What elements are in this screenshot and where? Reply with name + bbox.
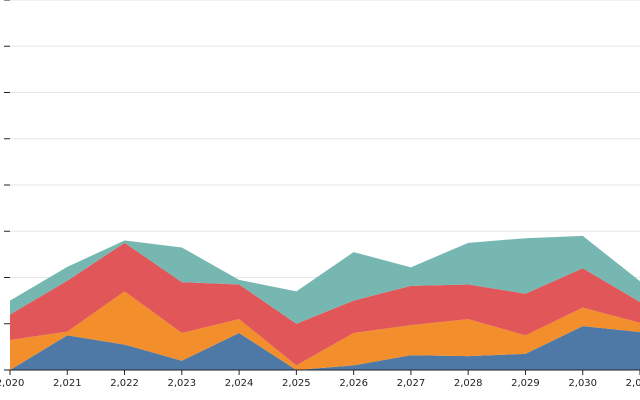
x-tick-label: 2,029 <box>511 378 540 389</box>
area-series-3 <box>10 242 640 366</box>
x-tick-label: 2,022 <box>110 378 139 389</box>
x-axis: 2,020 2,021 2,022 2,023 2,024 2,025 2,026 2,027… <box>0 369 640 389</box>
x-tick-label: 2,030 <box>568 378 597 389</box>
x-tick-label: 2,023 <box>167 378 196 389</box>
y-axis <box>4 0 10 371</box>
x-tick-label: 2,021 <box>53 378 82 389</box>
x-tick-label: 2,024 <box>225 378 254 389</box>
x-tick-label: 2,020 <box>0 378 24 389</box>
area-series-4 <box>10 235 640 324</box>
x-tick-label: 2,025 <box>282 378 311 389</box>
x-tick-label: 2,027 <box>397 378 426 389</box>
area-series-2 <box>10 291 640 370</box>
x-tick-label: 2,026 <box>339 378 368 389</box>
area-series-1 <box>10 326 640 370</box>
x-tick-label: 2,031 <box>626 378 640 389</box>
x-tick-label: 2,028 <box>454 378 483 389</box>
area-series-group <box>10 235 640 370</box>
